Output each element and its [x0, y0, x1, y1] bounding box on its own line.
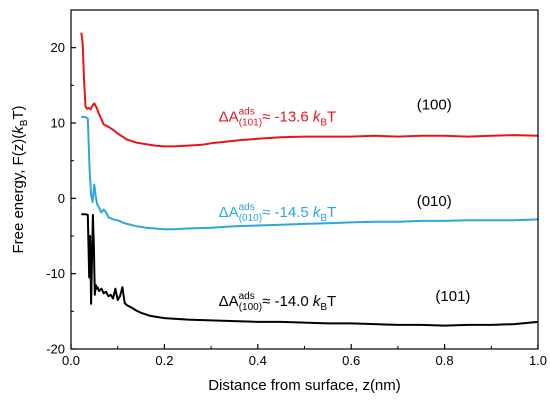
x-tick-label: 0.4 [249, 353, 267, 368]
x-tick-label: 0.0 [62, 353, 80, 368]
ticks-layer: 0.0 0.2 0.4 0.6 0.8 1.0 -20 -10 0 10 20 [46, 40, 547, 368]
x-tick-label: 0.2 [155, 353, 173, 368]
series-line-2 [81, 116, 539, 231]
y-axis-title-prefix: Free energy, F(z)( [10, 134, 27, 254]
x-tick-label: 0.6 [342, 353, 360, 368]
x-tick-label: 1.0 [529, 353, 547, 368]
annotation-1: ΔAads (101)≈ -13.6 kBT [219, 106, 337, 128]
y-tick-label: 10 [51, 116, 65, 131]
y-tick-label: 20 [51, 40, 65, 55]
x-tick-label: 0.8 [436, 353, 454, 368]
annotation-3: ΔAads (100)≈ -14.0 kBT [219, 291, 337, 313]
y-axis-title: Free energy, F(z)(kBT) [10, 105, 30, 253]
y-axis-title-k: k [10, 125, 27, 134]
series-line-3 [81, 213, 539, 327]
y-tick-label: 0 [58, 191, 65, 206]
y-axis-title-suffix: T) [10, 105, 27, 119]
annotation-2: ΔAads (010)≈ -14.5 kBT [219, 202, 337, 224]
facet-label-3: (101) [435, 288, 470, 305]
x-axis-title: Distance from surface, z(nm) [208, 377, 401, 394]
y-tick-label: -10 [46, 266, 65, 281]
annotations-layer: ΔAads (101)≈ -13.6 kBT ΔAads (010)≈ -14.5 k… [219, 96, 471, 313]
series-line-1 [80, 32, 539, 148]
y-tick-label: -20 [46, 342, 65, 357]
series-layer [80, 32, 539, 327]
facet-label-2: (010) [417, 193, 452, 210]
facet-label-1: (100) [417, 96, 452, 113]
y-axis-title-sub: B [19, 119, 30, 126]
